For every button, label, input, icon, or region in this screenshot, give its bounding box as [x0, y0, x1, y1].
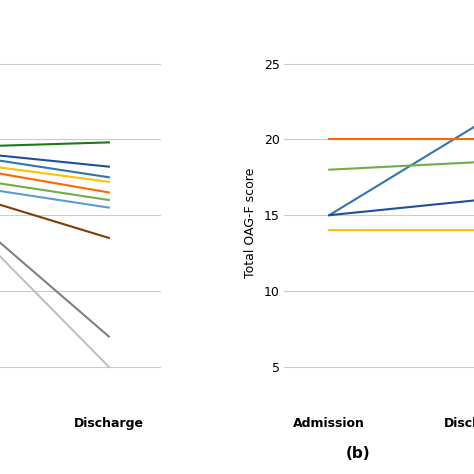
Y-axis label: Total OAG-F score: Total OAG-F score	[244, 168, 257, 278]
Text: (b): (b)	[346, 446, 371, 461]
